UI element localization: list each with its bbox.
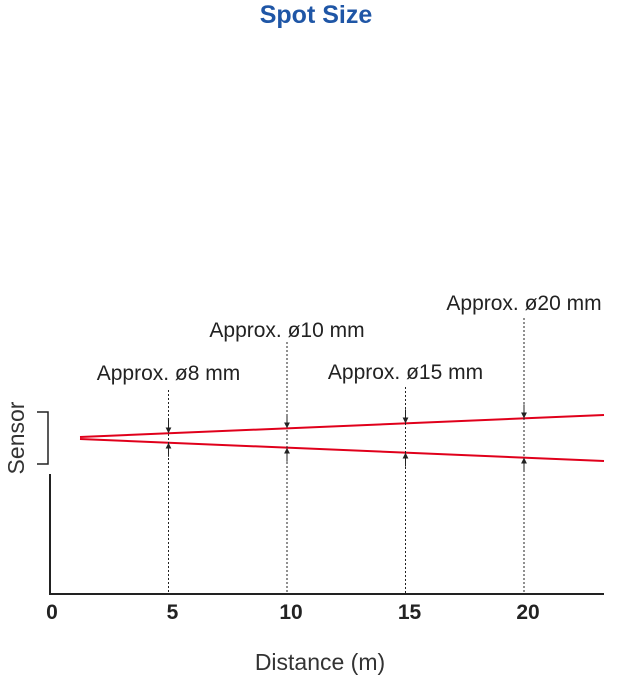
callout-label: Approx. ø8 mm bbox=[97, 362, 241, 385]
x-axis-label: Distance (m) bbox=[255, 649, 385, 675]
callout-label: Approx. ø10 mm bbox=[209, 319, 364, 342]
callout-20m: Approx. ø20 mm bbox=[446, 292, 602, 594]
beam-upper-edge bbox=[79, 414, 605, 438]
callout-10m: Approx. ø10 mm bbox=[209, 319, 365, 594]
x-tick-label: 20 bbox=[516, 601, 539, 624]
x-tick-label: 10 bbox=[279, 601, 302, 624]
callout-layer: Approx. ø8 mm Approx. ø10 mm Approx. ø15 m… bbox=[97, 292, 602, 594]
x-tick-label: 5 bbox=[167, 601, 179, 624]
tick-layer: 0 5 10 15 20 bbox=[46, 601, 540, 624]
x-tick-label: 15 bbox=[398, 601, 422, 624]
beam-lower-edge bbox=[79, 438, 605, 462]
sensor-bracket bbox=[37, 411, 49, 465]
callout-15m: Approx. ø15 mm bbox=[328, 361, 483, 594]
x-tick-label: 0 bbox=[46, 601, 58, 624]
sensor-label: Sensor bbox=[3, 401, 29, 474]
diagram-title: Spot Size bbox=[260, 1, 373, 29]
callout-5m: Approx. ø8 mm bbox=[97, 362, 241, 594]
callout-label: Approx. ø15 mm bbox=[328, 361, 483, 384]
callout-label: Approx. ø20 mm bbox=[446, 292, 601, 315]
